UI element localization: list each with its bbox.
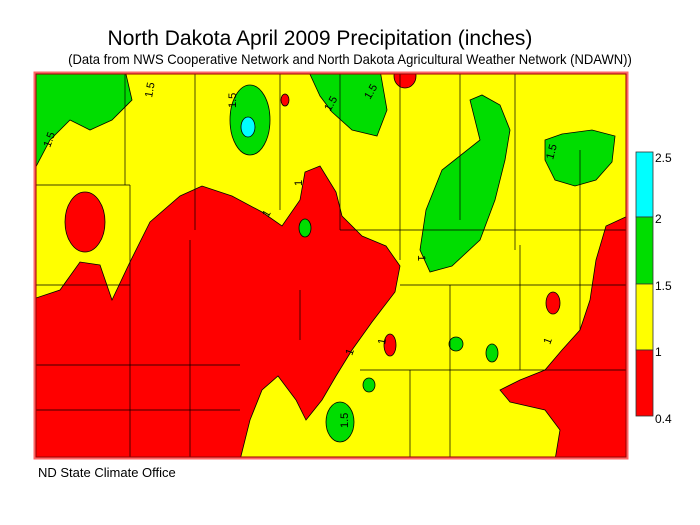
map-subtitle: (Data from NWS Cooperative Network and N…: [68, 51, 632, 67]
region-red-northwest: [64, 191, 106, 253]
county-lines: [36, 74, 626, 457]
contour-label: 1.5: [143, 81, 157, 98]
contour-label: 1: [542, 336, 555, 346]
region-green-northeast: [419, 94, 511, 273]
contour-label: 1: [376, 337, 389, 345]
contour-label: 1: [344, 347, 357, 357]
legend-bin-yellow: [635, 283, 654, 351]
region-red-small: [545, 291, 561, 315]
region-red-north: [393, 74, 417, 89]
region-green-small: [298, 218, 312, 238]
region-red-east: [499, 216, 626, 457]
region-red-small: [280, 93, 290, 107]
region-green-north: [309, 74, 388, 137]
contour-label: 1.5: [42, 131, 59, 149]
legend-tick-label: 2: [655, 212, 662, 226]
region-green-small: [325, 401, 355, 443]
contour-label: 1.5: [339, 413, 351, 428]
legend-bin-cyan: [635, 151, 654, 218]
contour-label: 1.5: [227, 93, 239, 108]
legend-tick-label: 1.5: [655, 279, 672, 293]
legend-bin-green: [635, 216, 654, 285]
legend-tick-label: 2.5: [655, 151, 672, 165]
legend-tick-label: 0.4: [655, 412, 672, 426]
contour-label: 1.5: [544, 143, 560, 161]
contour-label: 1: [415, 255, 427, 261]
legend: [635, 151, 654, 417]
map-border: [33, 71, 629, 460]
legend-bin-red: [635, 349, 654, 417]
map-title: North Dakota April 2009 Precipitation (i…: [107, 27, 533, 50]
source-credit: ND State Climate Office: [38, 465, 176, 480]
legend-tick-label: 1: [655, 345, 662, 359]
region-cyan: [240, 116, 256, 138]
region-green-small: [362, 377, 376, 393]
contour-label: 1: [260, 208, 273, 219]
region-green-small: [485, 343, 499, 363]
region-red-southwest-central: [36, 165, 401, 457]
contour-label: 1: [293, 180, 305, 186]
region-green-small: [448, 336, 464, 352]
region-green-northwest: [36, 74, 133, 168]
region-red-small: [383, 333, 397, 357]
